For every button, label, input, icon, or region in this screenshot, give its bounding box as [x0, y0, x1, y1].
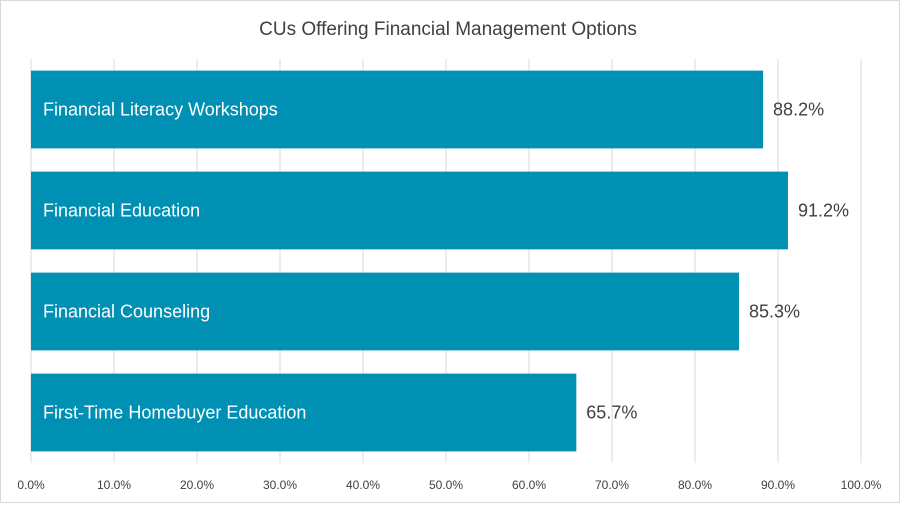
x-tick-label: 60.0% — [512, 478, 546, 492]
x-tick-label: 40.0% — [346, 478, 380, 492]
bar — [31, 171, 788, 250]
x-tick-label: 70.0% — [595, 478, 629, 492]
bar-value-label: 91.2% — [798, 201, 849, 221]
bar-category-label: Financial Counseling — [43, 302, 210, 322]
x-axis-ticks: 0.0% 10.0% 20.0% 30.0% 40.0% 50.0% 60.0% 70.0% 8… — [17, 478, 881, 492]
bar-value-label: 85.3% — [749, 302, 800, 322]
bar-value-label: 88.2% — [773, 100, 824, 120]
bar-category-label: Financial Education — [43, 201, 200, 221]
bar-value-label: 65.7% — [586, 403, 637, 423]
x-tick-label: 10.0% — [97, 478, 131, 492]
bar-category-label: Financial Literacy Workshops — [43, 100, 278, 120]
x-tick-label: 30.0% — [263, 478, 297, 492]
chart-title: CUs Offering Financial Management Option… — [259, 19, 637, 40]
bar — [31, 70, 764, 149]
x-tick-label: 50.0% — [429, 478, 463, 492]
x-tick-label: 20.0% — [180, 478, 214, 492]
bars: Financial Literacy Workshops 88.2% Financi… — [31, 70, 849, 452]
x-tick-label: 100.0% — [841, 478, 882, 492]
x-tick-label: 0.0% — [17, 478, 45, 492]
bar-category-label: First-Time Homebuyer Education — [43, 403, 306, 423]
x-tick-label: 80.0% — [678, 478, 712, 492]
bar — [31, 272, 739, 351]
bar — [31, 373, 577, 452]
x-tick-label: 90.0% — [761, 478, 795, 492]
